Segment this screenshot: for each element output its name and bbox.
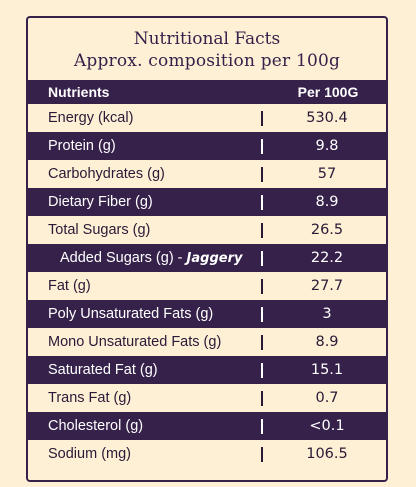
table-row: Added Sugars (g) - Jaggery 22.2 bbox=[28, 244, 386, 272]
nutrient-value: 15.1 bbox=[310, 362, 344, 378]
nutrient-value: 22.2 bbox=[310, 250, 344, 266]
nutrient-value: 530.4 bbox=[306, 110, 348, 126]
column-separator bbox=[261, 363, 263, 378]
nutrient-label: Total Sugars (g) bbox=[48, 222, 151, 238]
nutrient-value: 57 bbox=[317, 166, 337, 182]
table-row: Cholesterol (g) <0.1 bbox=[28, 412, 386, 440]
table-row: Total Sugars (g) 26.5 bbox=[28, 216, 386, 244]
nutrient-value: 8.9 bbox=[315, 334, 339, 350]
nutrient-label: Added Sugars (g) - Jaggery bbox=[60, 250, 242, 266]
nutrient-value: 26.5 bbox=[310, 222, 344, 238]
nutrient-label: Mono Unsaturated Fats (g) bbox=[48, 334, 222, 350]
table-row: Trans Fat (g) 0.7 bbox=[28, 384, 386, 412]
header-per-100g: Per 100G bbox=[297, 84, 359, 100]
added-sugars-label: Added Sugars (g) - bbox=[60, 250, 187, 266]
nutrient-value: 106.5 bbox=[306, 446, 348, 462]
column-separator bbox=[261, 251, 263, 266]
title-sub: Approx. composition per 100g bbox=[73, 51, 341, 71]
column-separator bbox=[261, 391, 263, 406]
nutrient-value: 8.9 bbox=[315, 194, 339, 210]
nutrient-label: Dietary Fiber (g) bbox=[48, 194, 153, 210]
column-separator bbox=[261, 307, 263, 322]
table-header-row: Nutrients Per 100G bbox=[28, 80, 386, 104]
nutrient-label: Energy (kcal) bbox=[48, 110, 134, 126]
nutrient-label: Sodium (mg) bbox=[48, 446, 131, 462]
nutrient-label: Protein (g) bbox=[48, 138, 116, 154]
nutrient-value: 3 bbox=[322, 306, 332, 322]
nutrient-label: Poly Unsaturated Fats (g) bbox=[48, 306, 214, 322]
table-row: Mono Unsaturated Fats (g) 8.9 bbox=[28, 328, 386, 356]
panel-title: Nutritional Facts Approx. composition pe… bbox=[28, 28, 386, 72]
nutrient-value: 9.8 bbox=[315, 138, 339, 154]
nutrient-value: 0.7 bbox=[315, 390, 339, 406]
table-row: Saturated Fat (g) 15.1 bbox=[28, 356, 386, 384]
jaggery-note: Jaggery bbox=[186, 251, 243, 266]
column-separator bbox=[261, 167, 263, 182]
column-separator bbox=[261, 447, 263, 462]
column-separator bbox=[261, 223, 263, 238]
nutrient-label: Carbohydrates (g) bbox=[48, 166, 165, 182]
table-row: Protein (g) 9.8 bbox=[28, 132, 386, 160]
column-separator bbox=[261, 279, 263, 294]
nutrition-panel: Nutritional Facts Approx. composition pe… bbox=[26, 16, 388, 482]
nutrient-value: <0.1 bbox=[309, 418, 345, 434]
column-separator bbox=[261, 139, 263, 154]
column-separator bbox=[261, 111, 263, 126]
table-row: Carbohydrates (g) 57 bbox=[28, 160, 386, 188]
table-row: Energy (kcal) 530.4 bbox=[28, 104, 386, 132]
column-separator bbox=[261, 335, 263, 350]
table-row: Poly Unsaturated Fats (g) 3 bbox=[28, 300, 386, 328]
header-nutrients: Nutrients bbox=[48, 84, 110, 100]
nutrient-label: Trans Fat (g) bbox=[48, 390, 132, 406]
table-row: Dietary Fiber (g) 8.9 bbox=[28, 188, 386, 216]
title-main: Nutritional Facts bbox=[133, 29, 281, 49]
table-row: Sodium (mg) 106.5 bbox=[28, 440, 386, 468]
nutrient-value: 27.7 bbox=[310, 278, 344, 294]
column-separator bbox=[261, 419, 263, 434]
nutrient-label: Saturated Fat (g) bbox=[48, 362, 158, 378]
nutrition-table: Nutrients Per 100G Energy (kcal) 530.4 P… bbox=[28, 80, 386, 468]
nutrient-label: Fat (g) bbox=[48, 278, 91, 294]
column-separator bbox=[261, 195, 263, 210]
table-row: Fat (g) 27.7 bbox=[28, 272, 386, 300]
nutrient-label: Cholesterol (g) bbox=[48, 418, 144, 434]
